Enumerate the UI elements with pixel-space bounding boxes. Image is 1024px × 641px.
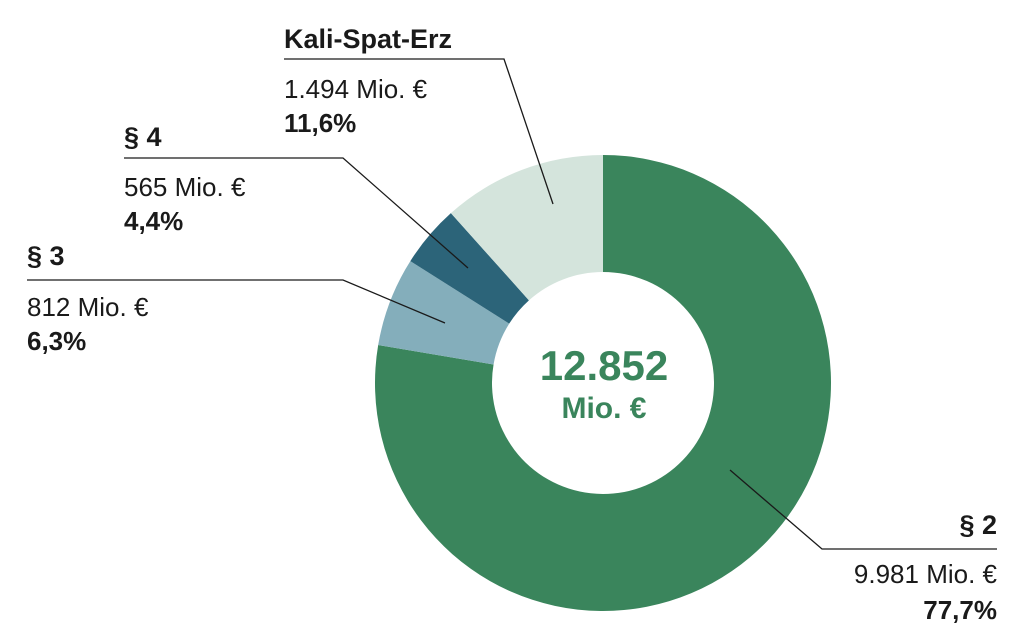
callout-kali-spat-erz: Kali-Spat-Erz 1.494 Mio. € 11,6% (284, 24, 554, 205)
label-s3-percent: 6,3% (27, 326, 86, 356)
label-s3-value: 812 Mio. € (27, 292, 149, 322)
callout-s4: § 4 565 Mio. € 4,4% (124, 122, 469, 269)
label-s2-percent: 77,7% (923, 595, 997, 625)
segment-s3 (378, 261, 510, 365)
segment-s2 (375, 155, 831, 611)
label-s2-name: § 2 (959, 510, 997, 540)
label-s3-name: § 3 (27, 241, 65, 271)
label-kali-name: Kali-Spat-Erz (284, 24, 452, 54)
center-total-unit: Mio. € (561, 392, 646, 425)
leader-line-s3 (27, 279, 446, 324)
donut-segments (375, 155, 831, 611)
leader-line-s2 (729, 469, 997, 550)
label-kali-percent: 11,6% (284, 108, 356, 138)
label-s4-name: § 4 (124, 122, 162, 152)
label-s4-percent: 4,4% (124, 206, 183, 236)
segment-kali-spat-erz (450, 155, 603, 301)
label-s2-value: 9.981 Mio. € (854, 559, 998, 589)
leader-line-kali (284, 58, 554, 205)
label-s4-value: 565 Mio. € (124, 172, 246, 202)
callout-s3: § 3 812 Mio. € 6,3% (27, 241, 446, 356)
label-kali-value: 1.494 Mio. € (284, 74, 428, 104)
leader-line-s4 (124, 157, 469, 269)
callout-s2: § 2 9.981 Mio. € 77,7% (729, 469, 998, 625)
center-total-value: 12.852 (540, 342, 668, 389)
segment-s4 (410, 213, 529, 324)
